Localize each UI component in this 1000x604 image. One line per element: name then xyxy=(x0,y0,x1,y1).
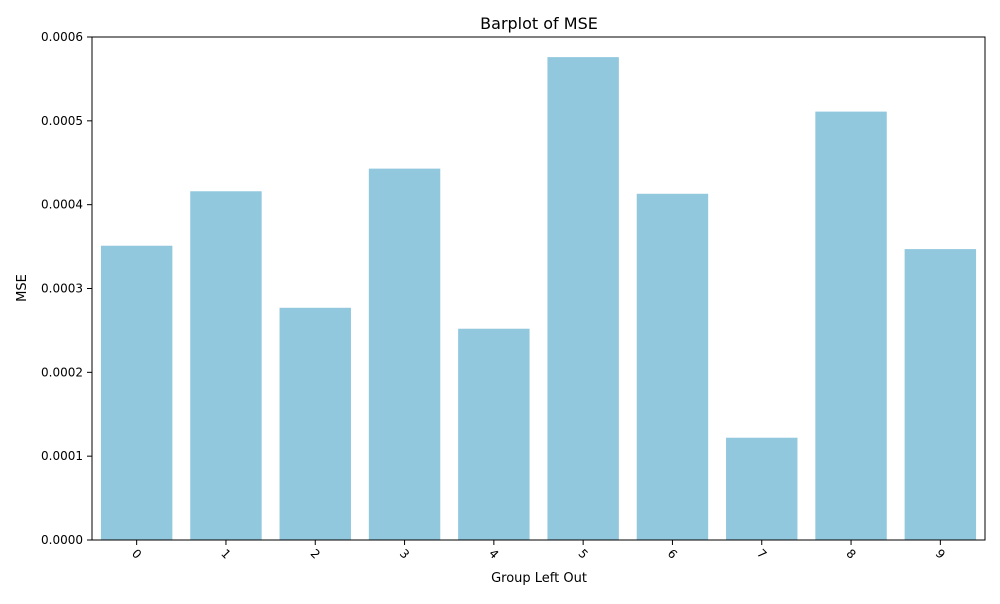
bar-6 xyxy=(636,193,709,540)
chart-title: Barplot of MSE xyxy=(480,14,598,33)
plot-frame xyxy=(91,36,986,541)
x-tick-label: 2 xyxy=(308,546,323,561)
x-tick-label: 0 xyxy=(129,546,144,561)
x-tick-label: 3 xyxy=(397,546,412,561)
y-tick-label: 0.0005 xyxy=(41,114,83,128)
bars-group xyxy=(100,57,977,541)
x-tick-label: 7 xyxy=(754,546,769,561)
bar-5 xyxy=(547,57,619,541)
y-tick-label: 0.0006 xyxy=(41,30,83,44)
x-tick-label: 8 xyxy=(843,546,858,561)
x-axis: 0 1 2 3 4 5 6 7 8 9 xyxy=(129,540,948,562)
bar-7 xyxy=(726,437,798,540)
bar-8 xyxy=(815,111,887,541)
y-tick-label: 0.0004 xyxy=(41,198,83,212)
y-tick-label: 0.0003 xyxy=(41,282,83,296)
bar-3 xyxy=(368,168,441,540)
y-axis: 0.0000 0.0001 0.0002 0.0003 0.0004 0.0005 0.00… xyxy=(41,30,92,547)
bar-1 xyxy=(190,191,262,540)
bar-9 xyxy=(904,249,977,540)
x-tick-label: 1 xyxy=(218,546,233,561)
x-axis-label: Group Left Out xyxy=(491,571,587,586)
bar-2 xyxy=(279,307,351,540)
bar-0 xyxy=(100,245,173,541)
x-tick-label: 6 xyxy=(665,546,680,561)
y-tick-label: 0.0000 xyxy=(41,533,83,547)
x-tick-label: 9 xyxy=(933,546,948,561)
bar-4 xyxy=(458,328,530,540)
y-tick-label: 0.0002 xyxy=(41,365,83,379)
y-tick-label: 0.0001 xyxy=(41,449,83,463)
x-tick-label: 5 xyxy=(575,546,590,561)
x-tick-label: 4 xyxy=(486,546,501,561)
y-axis-label: MSE xyxy=(15,274,30,302)
